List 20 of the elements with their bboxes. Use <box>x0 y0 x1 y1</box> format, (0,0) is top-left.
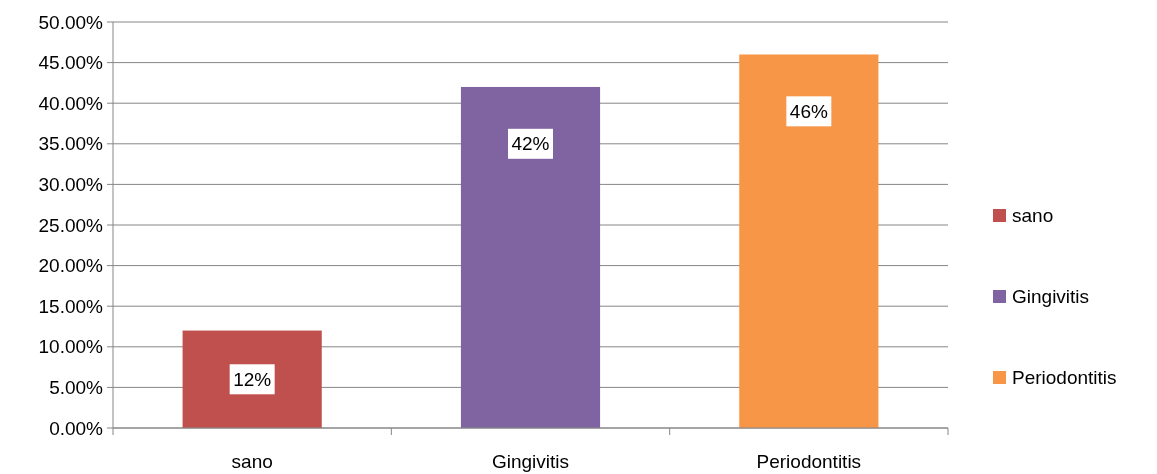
y-tick-label: 25.00% <box>38 214 104 236</box>
x-tick-label: Periodontitis <box>756 451 862 472</box>
data-label: 46% <box>789 100 828 122</box>
y-tick-label: 35.00% <box>38 133 104 155</box>
y-tick-label: 40.00% <box>38 92 104 114</box>
y-tick-label: 20.00% <box>38 255 104 277</box>
y-tick-label: 30.00% <box>38 174 104 196</box>
data-label: 12% <box>233 368 272 390</box>
data-label: 42% <box>511 133 550 155</box>
y-tick-label: 5.00% <box>49 377 104 399</box>
y-tick-label: 15.00% <box>38 295 104 317</box>
legend-label: Gingivitis <box>1012 285 1090 307</box>
x-tick-label: Gingivitis <box>491 451 570 472</box>
legend-label: Periodontitis <box>1012 366 1117 388</box>
y-tick-label: 45.00% <box>38 52 104 74</box>
y-tick-label: 0.00% <box>49 417 104 439</box>
x-tick-label: sano <box>231 451 273 472</box>
y-tick-label: 50.00% <box>38 11 104 33</box>
y-tick-label: 10.00% <box>38 336 104 358</box>
legend-label: sano <box>1012 204 1054 226</box>
